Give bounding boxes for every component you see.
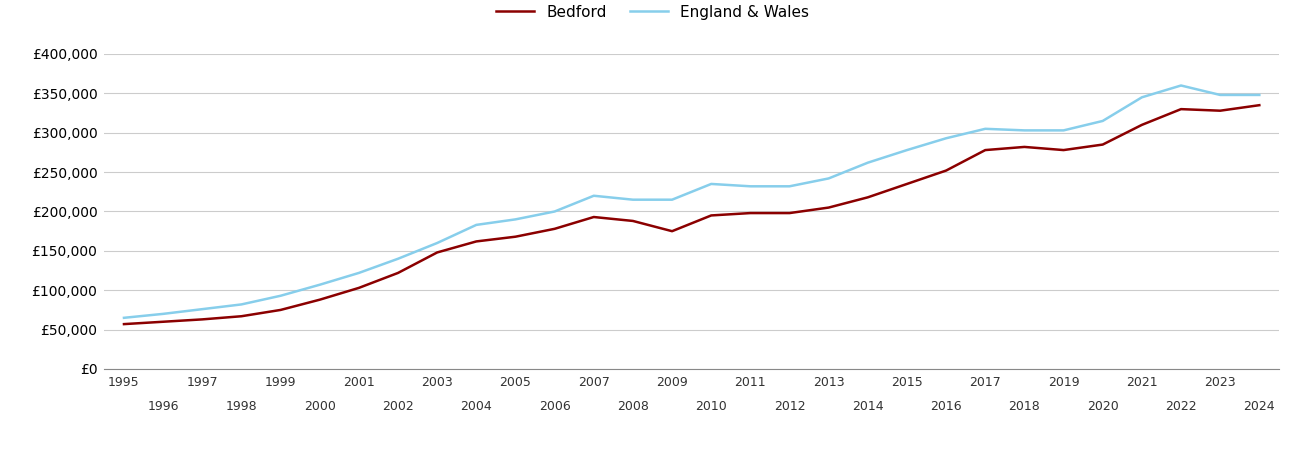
England & Wales [977,126,993,131]
England & Wales [273,293,288,298]
Bedford [312,297,328,302]
Bedford [155,319,171,324]
Bedford [351,285,367,291]
England & Wales [508,216,523,222]
England & Wales [468,222,484,228]
Bedford [899,181,915,187]
England & Wales [194,306,210,312]
Bedford [468,238,484,244]
England & Wales [625,197,641,202]
England & Wales [938,135,954,141]
Bedford [664,229,680,234]
England & Wales [782,184,797,189]
Bedford [116,321,132,327]
England & Wales [743,184,758,189]
Bedford [1056,147,1071,153]
Bedford [429,250,445,255]
Bedford [1095,142,1111,147]
Bedford [1251,103,1267,108]
Line: Bedford: Bedford [124,105,1259,324]
Bedford [508,234,523,239]
Legend: Bedford, England & Wales: Bedford, England & Wales [489,0,816,26]
Bedford [1017,144,1032,149]
England & Wales [234,302,249,307]
Bedford [625,218,641,224]
England & Wales [155,311,171,317]
England & Wales [703,181,719,187]
Bedford [586,214,602,220]
England & Wales [586,193,602,198]
Bedford [1173,106,1189,112]
England & Wales [1212,92,1228,98]
England & Wales [1251,92,1267,98]
England & Wales [1017,128,1032,133]
Bedford [194,317,210,322]
Bedford [1134,122,1150,127]
Bedford [703,213,719,218]
England & Wales [547,209,562,214]
Bedford [547,226,562,231]
Bedford [977,147,993,153]
Line: England & Wales: England & Wales [124,86,1259,318]
Bedford [782,210,797,216]
England & Wales [821,176,837,181]
England & Wales [429,240,445,246]
Bedford [938,168,954,173]
England & Wales [899,147,915,153]
England & Wales [1173,83,1189,88]
England & Wales [351,270,367,275]
Bedford [821,205,837,210]
Bedford [1212,108,1228,113]
Bedford [743,210,758,216]
England & Wales [664,197,680,202]
England & Wales [312,282,328,288]
England & Wales [390,256,406,261]
England & Wales [1134,94,1150,100]
Bedford [860,194,876,200]
England & Wales [1095,118,1111,124]
England & Wales [116,315,132,320]
England & Wales [1056,128,1071,133]
Bedford [234,314,249,319]
England & Wales [860,160,876,165]
Bedford [390,270,406,275]
Bedford [273,307,288,313]
